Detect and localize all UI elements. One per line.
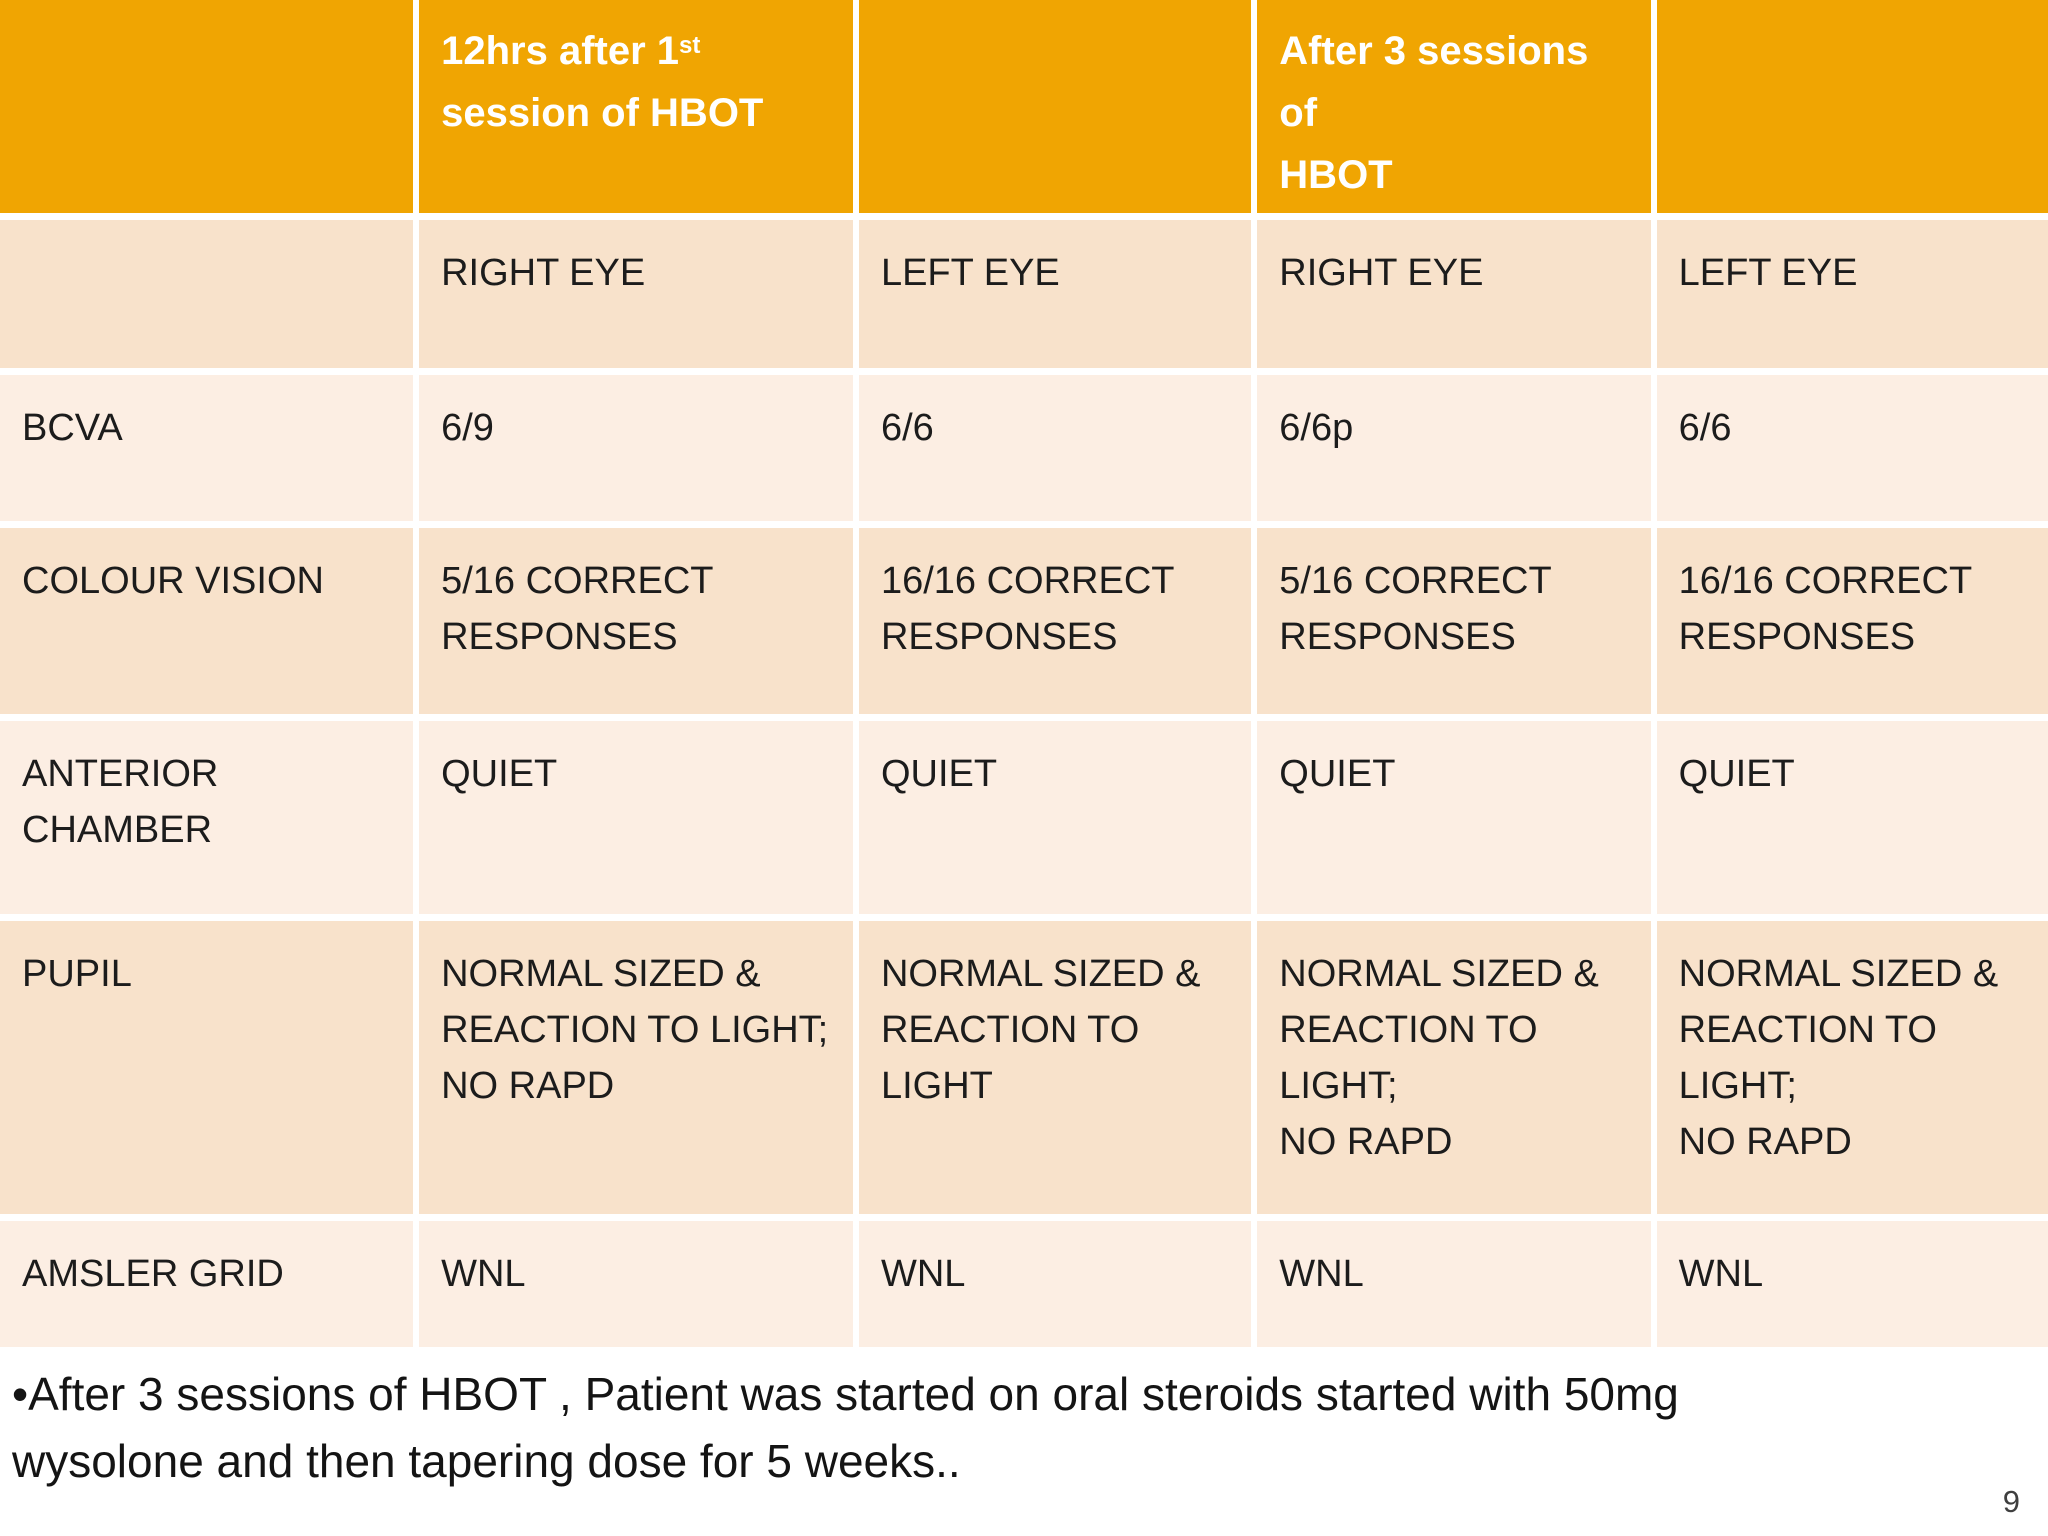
cell-bcva-right-eye-1: 6/9 [419, 375, 853, 521]
header-blank-2 [858, 0, 1252, 213]
cell-colour-vision-left-eye-2: 16/16 CORRECT RESPONSES [1656, 528, 2048, 714]
row-label-colour-vision: COLOUR VISION [0, 528, 414, 714]
cell-bcva-right-eye-2: 6/6p [1257, 375, 1651, 521]
header-blank-1 [0, 0, 414, 213]
cell-pupil-left-eye-1: NORMAL SIZED & REACTION TO LIGHT [858, 921, 1252, 1214]
cell-anterior-chamber-left-eye-1: QUIET [858, 721, 1252, 914]
header-12hrs-suffix: session of HBOT [441, 91, 764, 135]
cell-anterior-chamber-right-eye-2: QUIET [1257, 721, 1651, 914]
subheader-left-eye-1: LEFT EYE [858, 220, 1252, 368]
cell-anterior-chamber-right-eye-1: QUIET [419, 721, 853, 914]
row-label-anterior-chamber: ANTERIOR CHAMBER [0, 721, 414, 914]
header-after-3-sessions: After 3 sessions of HBOT [1257, 0, 1651, 213]
cell-amsler-grid-left-eye-1: WNL [858, 1221, 1252, 1347]
row-label-amsler-grid: AMSLER GRID [0, 1221, 414, 1347]
row-label-pupil: PUPIL [0, 921, 414, 1214]
header-12hrs-superscript: st [679, 32, 701, 60]
cell-bcva-left-eye-2: 6/6 [1656, 375, 2048, 521]
cell-amsler-grid-left-eye-2: WNL [1656, 1221, 2048, 1347]
examination-table: 12hrs after 1st session of HBOT After 3 s… [0, 0, 2048, 1347]
header-blank-3 [1656, 0, 2048, 213]
cell-amsler-grid-right-eye-1: WNL [419, 1221, 853, 1347]
cell-pupil-left-eye-2: NORMAL SIZED & REACTION TO LIGHT; NO RAP… [1656, 921, 2048, 1214]
footer-note: •After 3 sessions of HBOT , Patient was … [12, 1368, 1679, 1487]
header-12hrs-prefix: 12hrs after 1 [441, 29, 680, 73]
row-label-bcva: BCVA [0, 375, 414, 521]
subheader-left-eye-2: LEFT EYE [1656, 220, 2048, 368]
cell-colour-vision-right-eye-1: 5/16 CORRECT RESPONSES [419, 528, 853, 714]
cell-anterior-chamber-left-eye-2: QUIET [1656, 721, 2048, 914]
subheader-right-eye-2: RIGHT EYE [1257, 220, 1651, 368]
cell-colour-vision-right-eye-2: 5/16 CORRECT RESPONSES [1257, 528, 1651, 714]
cell-colour-vision-left-eye-1: 16/16 CORRECT RESPONSES [858, 528, 1252, 714]
header-12hrs-after-1st-session: 12hrs after 1st session of HBOT [419, 0, 853, 213]
cell-pupil-right-eye-1: NORMAL SIZED & REACTION TO LIGHT; NO RAP… [419, 921, 853, 1214]
cell-pupil-right-eye-2: NORMAL SIZED & REACTION TO LIGHT; NO RAP… [1257, 921, 1651, 1214]
cell-bcva-left-eye-1: 6/6 [858, 375, 1252, 521]
subheader-blank [0, 220, 414, 368]
cell-amsler-grid-right-eye-2: WNL [1257, 1221, 1651, 1347]
subheader-right-eye-1: RIGHT EYE [419, 220, 853, 368]
page-number: 9 [2002, 1484, 2020, 1519]
